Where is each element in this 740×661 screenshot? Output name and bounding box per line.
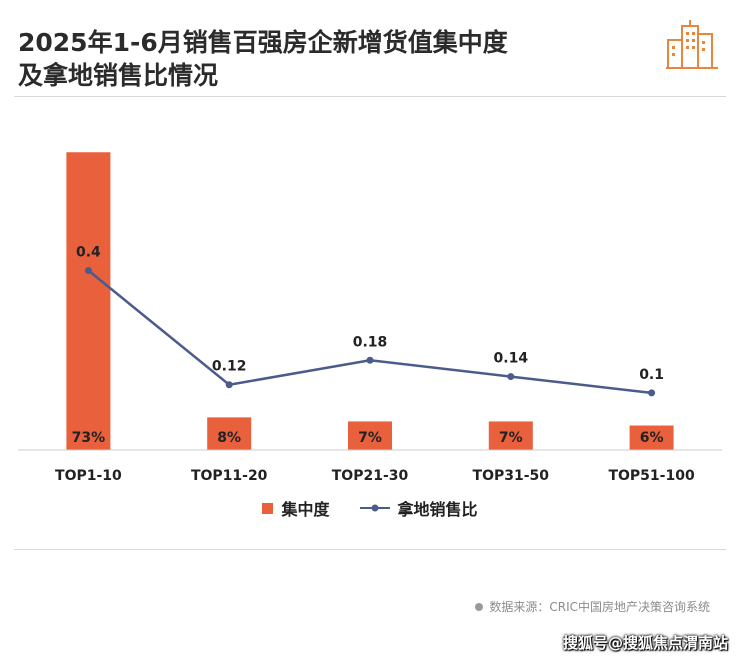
line-label-3: 0.18 <box>353 334 388 350</box>
legend-line-label: 拿地销售比 <box>397 500 478 519</box>
bar-4 <box>488 421 533 450</box>
x-tick-label-4: TOP31-50 <box>473 468 550 484</box>
bar-label-1: 73% <box>72 430 106 446</box>
bar-label-3: 7% <box>358 430 382 446</box>
series-line-land-sales-ratio <box>87 269 652 395</box>
x-tick-label-5: TOP51-100 <box>608 468 694 484</box>
title-line-1: 2025年1-6月销售百强房企新增货值集中度 <box>18 28 508 57</box>
chart-legend: 集中度 拿地销售比 <box>0 496 740 520</box>
legend-item-bar: 集中度 <box>262 496 330 520</box>
x-tick-label-1: TOP1-10 <box>55 468 122 484</box>
legend-line-swatch <box>359 504 390 512</box>
bar-2 <box>207 417 252 450</box>
x-tick-label-2: TOP11-20 <box>191 468 268 484</box>
line-label-2: 0.12 <box>212 359 247 375</box>
bullet-icon <box>475 602 484 611</box>
watermark: 搜狐号@搜狐焦点渭南站 <box>562 634 728 652</box>
bar-label-4: 7% <box>499 430 523 446</box>
line-point-4 <box>507 373 515 381</box>
x-tick-label-3: TOP21-30 <box>332 468 409 484</box>
bar-label-5: 6% <box>640 430 664 446</box>
line-label-5: 0.1 <box>639 367 664 383</box>
top-divider <box>14 96 726 97</box>
chart-title: 2025年1-6月销售百强房企新增货值集中度 及拿地销售比情况 <box>18 26 638 92</box>
line-point-1 <box>84 267 92 275</box>
city-buildings-icon <box>666 20 718 69</box>
legend-bar-swatch <box>262 502 274 514</box>
line-label-1: 0.4 <box>76 245 101 261</box>
bar-3 <box>348 421 392 450</box>
line-label-4: 0.14 <box>494 351 529 367</box>
line-point-5 <box>648 389 656 397</box>
legend-item-line: 拿地销售比 <box>359 496 478 520</box>
bar-1 <box>66 152 111 450</box>
source-text: 数据来源：CRIC中国房地产决策咨询系统 <box>489 600 710 614</box>
title-line-2: 及拿地销售比情况 <box>18 61 219 90</box>
source-note: 数据来源：CRIC中国房地产决策咨询系统 <box>475 598 710 615</box>
line-point-2 <box>225 381 233 389</box>
bar-5 <box>629 425 674 450</box>
bar-label-2: 8% <box>217 430 241 446</box>
bottom-divider <box>14 549 726 550</box>
line-point-3 <box>366 356 374 364</box>
legend-bar-label: 集中度 <box>281 500 330 519</box>
chart-canvas: 73% 8% 7% 7% 6% TOP1-10 TOP11-20 TOP21-30 TOP31-… <box>18 152 722 484</box>
